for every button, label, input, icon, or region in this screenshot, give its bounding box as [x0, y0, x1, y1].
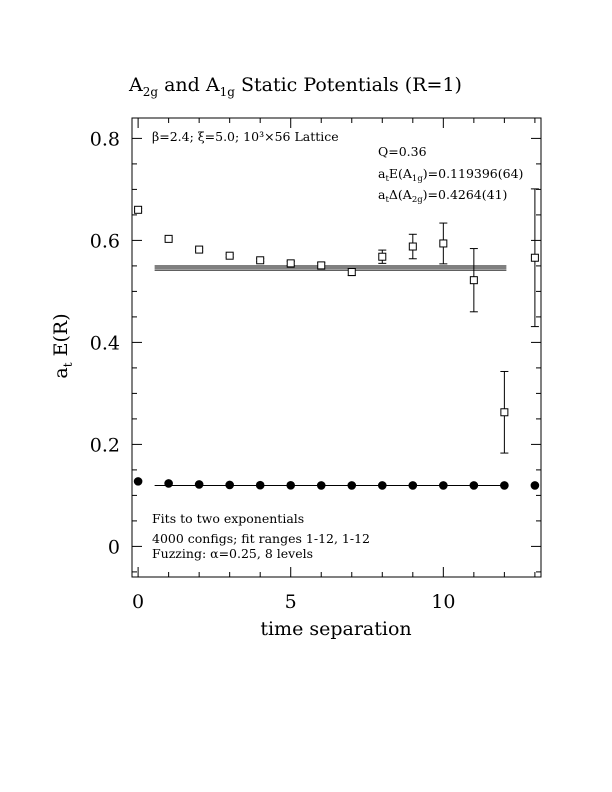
data-point-a1g: [255, 480, 265, 490]
data-point-a1g: [316, 481, 326, 490]
lattice-annotation: β=2.4; ξ=5.0; 10³×56 Lattice: [152, 129, 339, 144]
x-tick-label: 0: [132, 591, 144, 613]
fit-lines: [154, 265, 507, 487]
plot-frame: [131, 117, 542, 578]
data-point-a1g: [164, 479, 173, 488]
data-point-a2g: [347, 268, 356, 277]
data-point-a1g: [439, 481, 448, 490]
data-point-a2g: [164, 234, 173, 243]
data-point-a1g: [286, 481, 296, 490]
y-tick-label: 0.2: [90, 434, 120, 456]
data-point-a1g: [194, 480, 204, 489]
axis-ticks: [132, 118, 541, 577]
y-tick-label: 0.6: [90, 230, 120, 252]
data-point-a2g: [408, 242, 417, 251]
energy-annotation: atE(A1g)=0.119396(64): [378, 166, 523, 184]
x-tick-label: 10: [431, 591, 455, 613]
fits-annotation: Fits to two exponentials: [152, 511, 304, 526]
data-point-a2g: [225, 251, 234, 260]
data-point-a2g: [530, 253, 539, 262]
x-tick-label: 5: [285, 591, 297, 613]
data-point-a1g: [530, 481, 540, 490]
y-tick-label: 0.4: [90, 332, 120, 354]
data-point-a2g: [469, 276, 478, 285]
data-point-a2g: [378, 252, 387, 261]
y-tick-label: 0.8: [90, 128, 120, 150]
data-point-a2g: [195, 245, 204, 254]
chart-title: A2g and A1g Static Potentials (R=1): [128, 74, 462, 99]
gap-annotation: atΔ(A2g)=0.4264(41): [378, 187, 507, 205]
data-point-a1g: [133, 477, 143, 486]
data-point-a2g: [500, 408, 509, 417]
y-tick-label: 0: [108, 536, 120, 558]
data-point-a1g: [408, 481, 418, 490]
data-point-a1g: [225, 480, 234, 490]
fuzzing-annotation: Fuzzing: α=0.25, 8 levels: [152, 546, 313, 561]
data-point-a2g: [256, 256, 265, 265]
data-point-a2g: [439, 239, 448, 248]
data-point-a1g: [500, 481, 509, 490]
configs-annotation: 4000 configs; fit ranges 1-12, 1-12: [152, 531, 370, 546]
y-axis-label: at E(R): [50, 313, 75, 378]
data-point-a2g: [317, 261, 326, 270]
series-a2g: [134, 188, 539, 454]
data-point-a1g: [347, 481, 357, 490]
tick-labels: 0 5 10 0 0.2 0.4 0.6 0.8: [90, 128, 456, 613]
x-axis-label: time separation: [260, 618, 411, 640]
q-annotation: Q=0.36: [378, 144, 427, 159]
data-point-a1g: [377, 481, 387, 490]
data-point-a2g: [134, 205, 143, 214]
data-point-a1g: [469, 481, 479, 490]
series-a1g: [133, 477, 540, 490]
data-point-a2g: [286, 259, 295, 268]
